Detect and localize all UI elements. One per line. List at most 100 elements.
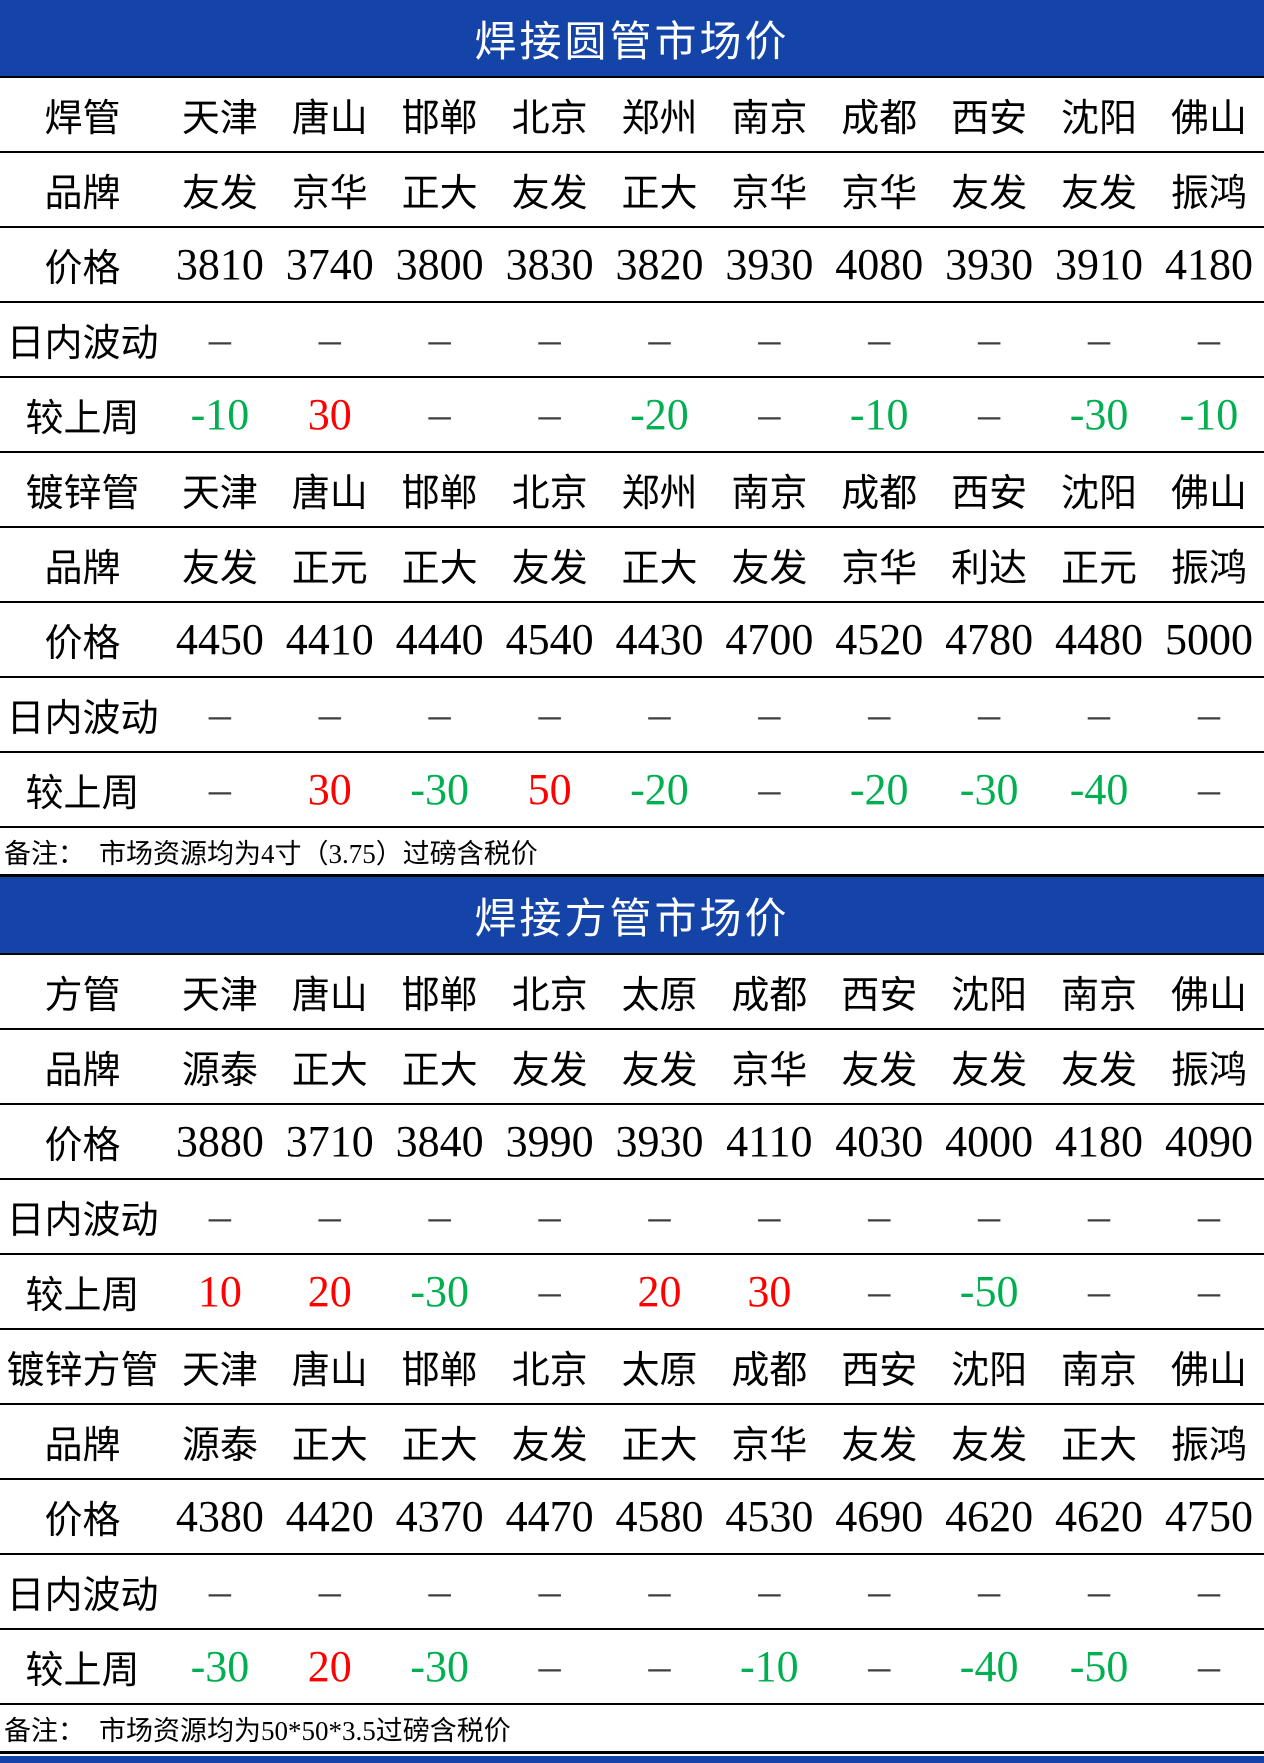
cell: 5000 bbox=[1153, 602, 1264, 678]
cell: -50 bbox=[934, 1254, 1045, 1330]
cell: – bbox=[824, 1254, 935, 1330]
cell: -20 bbox=[604, 377, 715, 453]
note-label: 备注： bbox=[4, 1715, 85, 1746]
cell: 20 bbox=[274, 1254, 385, 1330]
cell: 4090 bbox=[1153, 1104, 1264, 1180]
cell: 正大 bbox=[384, 1029, 495, 1105]
cell: 北京 bbox=[494, 78, 605, 153]
cell: 成都 bbox=[824, 452, 935, 528]
cell: 4780 bbox=[934, 602, 1045, 678]
cell: 京华 bbox=[714, 1404, 825, 1480]
cell: 3710 bbox=[274, 1104, 385, 1180]
row-label: 较上周 bbox=[0, 377, 165, 453]
row-label: 价格 bbox=[0, 1104, 165, 1180]
cell: 振鸿 bbox=[1153, 1404, 1264, 1480]
cell: 振鸿 bbox=[1153, 527, 1264, 603]
table-row: 日内波动 – – – – – – – – – – bbox=[0, 302, 1264, 378]
cell: – bbox=[714, 1179, 825, 1255]
cell: – bbox=[824, 302, 935, 378]
cell: 南京 bbox=[1044, 1329, 1154, 1405]
cell: 4180 bbox=[1044, 1104, 1154, 1180]
cell: 正大 bbox=[604, 527, 715, 603]
cell: 友发 bbox=[714, 527, 825, 603]
row-label: 较上周 bbox=[0, 1254, 165, 1330]
cell: 太原 bbox=[604, 955, 715, 1030]
cell: 4080 bbox=[824, 227, 935, 303]
row-label: 品牌 bbox=[0, 152, 165, 228]
cell: 4110 bbox=[714, 1104, 825, 1180]
row-label: 日内波动 bbox=[0, 1179, 165, 1255]
cell: 3800 bbox=[384, 227, 495, 303]
cell: 4750 bbox=[1153, 1479, 1264, 1555]
cell: 3930 bbox=[714, 227, 825, 303]
row-label: 品牌 bbox=[0, 527, 165, 603]
cell: 30 bbox=[274, 752, 385, 828]
table-row: 镀锌方管 天津 唐山 邯郸 北京 太原 成都 西安 沈阳 南京 佛山 bbox=[0, 1329, 1264, 1405]
cell: 振鸿 bbox=[1153, 1029, 1264, 1105]
cell: 4030 bbox=[824, 1104, 935, 1180]
cell: 邯郸 bbox=[384, 452, 495, 528]
cell: 3830 bbox=[494, 227, 605, 303]
cell: 沈阳 bbox=[934, 955, 1045, 1030]
cell: – bbox=[1044, 1554, 1154, 1630]
cell: 友发 bbox=[494, 152, 605, 228]
price-table: 焊管 天津 唐山 邯郸 北京 郑州 南京 成都 西安 沈阳 佛山 品牌 友发 京华 正大 友发 正大 京华 京华 友发… bbox=[0, 78, 1264, 828]
cell: -30 bbox=[384, 1254, 495, 1330]
cell: 郑州 bbox=[604, 452, 715, 528]
cell: 唐山 bbox=[274, 452, 385, 528]
cell: – bbox=[274, 1554, 385, 1630]
table-row: 品牌 源泰 正大 正大 友发 正大 京华 友发 友发 正大 振鸿 bbox=[0, 1404, 1264, 1480]
cell: 邯郸 bbox=[384, 1329, 495, 1405]
cell: – bbox=[1153, 1554, 1264, 1630]
cell: – bbox=[604, 302, 715, 378]
cell: 正元 bbox=[274, 527, 385, 603]
cell: – bbox=[714, 302, 825, 378]
cell: – bbox=[1153, 677, 1264, 753]
cell: 30 bbox=[714, 1254, 825, 1330]
cell: 4580 bbox=[604, 1479, 715, 1555]
cell: – bbox=[164, 1554, 275, 1630]
cell: 天津 bbox=[164, 955, 275, 1030]
note-text: 市场资源均为50*50*3.5过磅含税价 bbox=[99, 1715, 511, 1746]
section-square-pipe: 焊接方管市场价 方管 天津 唐山 邯郸 北京 太原 成都 西安 沈阳 南京 佛山 品牌 源泰 正大 正大 友发… bbox=[0, 877, 1264, 1754]
cell: – bbox=[1153, 1254, 1264, 1330]
row-label: 价格 bbox=[0, 602, 165, 678]
cell: -30 bbox=[164, 1629, 275, 1705]
cell: 友发 bbox=[934, 152, 1045, 228]
cell: 正大 bbox=[1044, 1404, 1154, 1480]
cell: 20 bbox=[604, 1254, 715, 1330]
table-row: 价格 4450 4410 4440 4540 4430 4700 4520 4780 4480 50… bbox=[0, 602, 1264, 678]
row-label: 价格 bbox=[0, 1479, 165, 1555]
cell: – bbox=[274, 677, 385, 753]
cell: – bbox=[494, 1254, 605, 1330]
section-title: 焊接方管市场价 bbox=[474, 896, 790, 943]
cell: – bbox=[604, 1179, 715, 1255]
cell: 天津 bbox=[164, 78, 275, 153]
cell: 4690 bbox=[824, 1479, 935, 1555]
cell: -30 bbox=[1044, 377, 1154, 453]
cell: 4410 bbox=[274, 602, 385, 678]
cell: 正元 bbox=[1044, 527, 1154, 603]
cell: – bbox=[494, 377, 605, 453]
cell: – bbox=[934, 302, 1045, 378]
cell: 4540 bbox=[494, 602, 605, 678]
cell: – bbox=[1044, 1179, 1154, 1255]
cell: 成都 bbox=[824, 78, 935, 153]
table-row: 日内波动 – – – – – – – – – – bbox=[0, 677, 1264, 753]
cell: 北京 bbox=[494, 955, 605, 1030]
cell: – bbox=[164, 752, 275, 828]
cell: – bbox=[604, 677, 715, 753]
cell: -10 bbox=[1153, 377, 1264, 453]
cell: 西安 bbox=[824, 955, 935, 1030]
cell: -30 bbox=[384, 1629, 495, 1705]
cell: – bbox=[494, 302, 605, 378]
note-row: 备注： 市场资源均为50*50*3.5过磅含税价 bbox=[0, 1705, 1264, 1754]
cell: -10 bbox=[164, 377, 275, 453]
cell: – bbox=[384, 377, 495, 453]
table-row: 较上周 –30 -30 50 -20– -20 -30 -40– bbox=[0, 752, 1264, 828]
table-row: 方管 天津 唐山 邯郸 北京 太原 成都 西安 沈阳 南京 佛山 bbox=[0, 955, 1264, 1030]
cell: 正大 bbox=[384, 152, 495, 228]
cell: 友发 bbox=[604, 1029, 715, 1105]
cell: 天津 bbox=[164, 1329, 275, 1405]
